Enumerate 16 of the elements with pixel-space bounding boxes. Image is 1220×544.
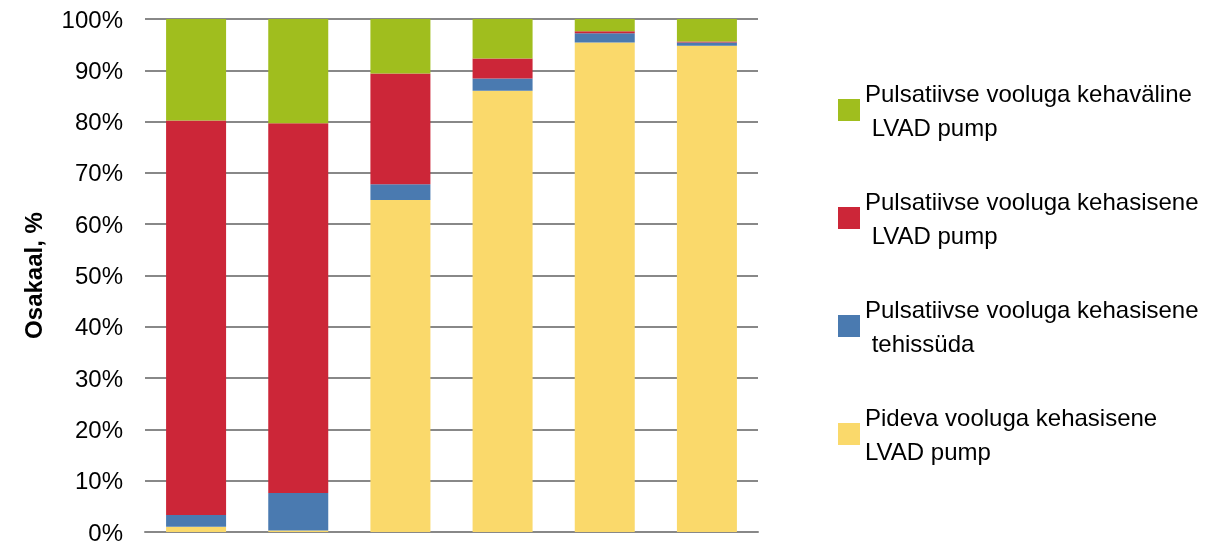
y-tick-label: 70%: [74, 159, 123, 187]
legend-label: Pulsatiivse vooluga kehasisene tehissüda: [865, 295, 1199, 357]
y-tick-label: 50%: [74, 262, 123, 289]
legend-label: Pideva vooluga kehasisene LVAD pump: [865, 403, 1164, 465]
y-tick-label: 20%: [74, 415, 123, 443]
y-tick-label: 10%: [74, 467, 123, 495]
y-tick-label: 30%: [74, 364, 123, 392]
y-axis-title: Osakaal, %: [19, 212, 47, 339]
y-tick-label: 90%: [74, 56, 123, 84]
y-tick-label: 0%: [88, 518, 123, 544]
y-tick-label: 80%: [74, 108, 123, 136]
y-tick-label: 60%: [74, 210, 123, 238]
legend-label: Pulsatiivse vooluga kehaväline LVAD pump: [865, 79, 1192, 141]
y-tick-label: 40%: [74, 313, 123, 341]
y-tick-label: 100%: [61, 5, 123, 33]
legend-label: Pulsatiivse vooluga kehasisene LVAD pump: [865, 187, 1199, 249]
